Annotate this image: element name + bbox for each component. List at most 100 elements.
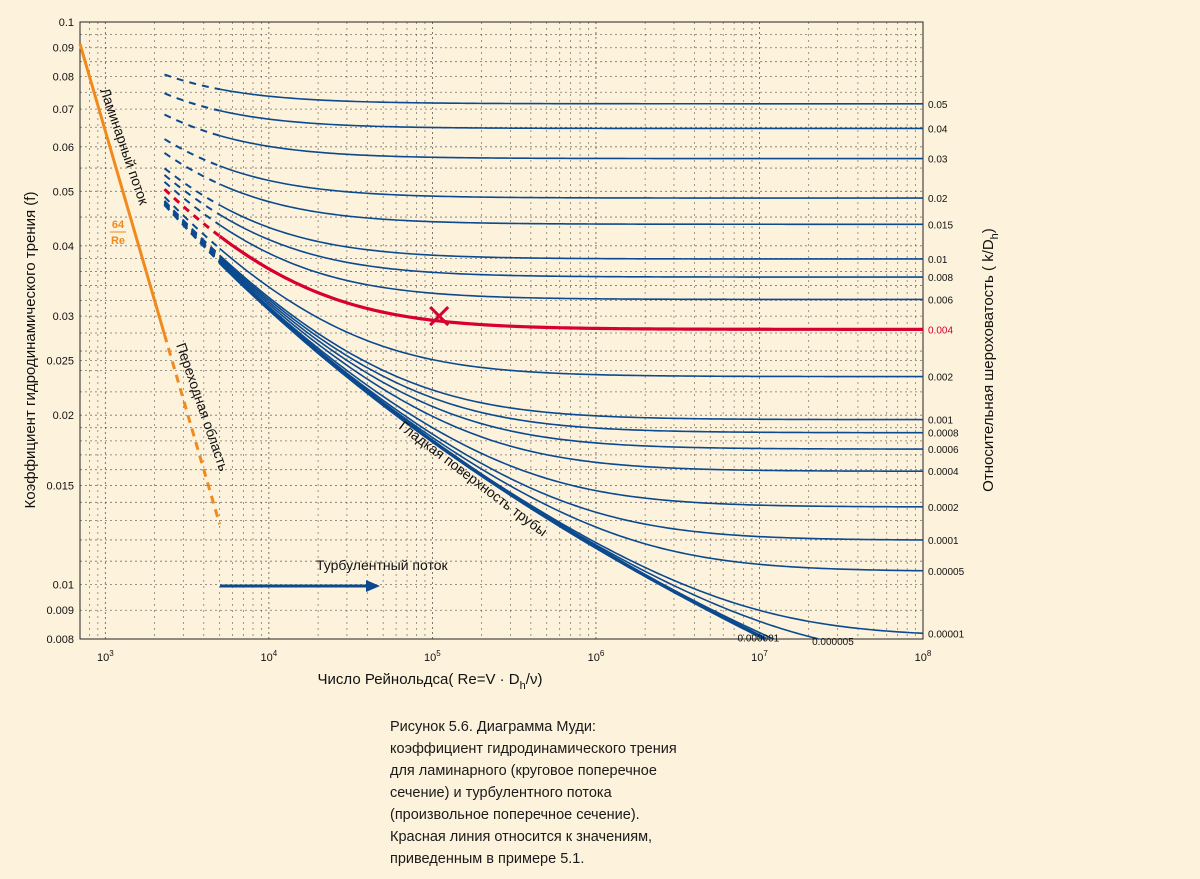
y-tick-label: 0.07 [53,104,74,116]
roughness-label: 0.05 [928,100,948,111]
roughness-label-inner: 0.000005 [812,637,854,648]
series-transition-0.0004 [163,202,221,261]
y-tick-label: 0.09 [53,43,74,55]
x-tick-label: 103 [97,649,114,664]
series-transition-0.008 [163,174,221,216]
series-line-0.05 [219,88,923,105]
roughness-label: 0.004 [928,325,953,336]
moody-chart: 103 104 105 106 107 108 0.10.090.080.070.060.… [22,17,1001,692]
roughness-label: 0.00005 [928,567,965,578]
series-line-0.004 [218,234,923,331]
series-transition-0.001 [163,200,221,256]
smooth-annotation: Гладкая поверхность трубы [396,418,550,540]
roughness-label: 0.02 [928,194,948,205]
roughness-label: 0.001 [928,416,953,427]
series-transition-0.01 [163,167,221,206]
series-transition-0.006 [163,181,221,226]
roughness-label: 0.0001 [928,536,959,547]
series-line-0.01 [219,204,923,260]
series-transition-0.04 [164,92,220,112]
caption-line: Красная линия относится к значениям, [390,829,653,845]
roughness-label: 0.015 [928,220,953,231]
y-tick-label: 0.009 [46,605,74,617]
caption-line: сечение) и турбулентного потока [390,785,612,801]
x-tick-label: 104 [261,649,278,664]
x-tick-label: 107 [751,649,768,664]
roughness-label: 0.03 [928,155,948,166]
caption-line: Рисунок 5.6. Диаграмма Муди: [390,719,596,735]
y-tick-label: 0.06 [53,142,74,154]
x-axis-title: Число Рейнольдса( Re=V · Dh/ν) [318,671,543,692]
roughness-label: 0.0008 [928,429,959,440]
turbulent-annotation: Турбулентный поток [316,557,449,573]
laminar-line [78,43,166,335]
series-line-0.0006 [219,257,923,450]
roughness-label: 0.0004 [928,467,959,478]
series-transition-0.0008 [163,200,221,258]
y-axis-title: Коэффициент гидродинамического трения (f… [22,192,39,509]
roughness-label: 0.006 [928,295,953,306]
series-line-0.02 [219,165,923,199]
roughness-label: 0.0002 [928,503,959,514]
series-line-0.00001 [219,261,924,635]
series-line-0.00005 [219,261,924,572]
series-transition-0.000005 [163,204,221,263]
roughness-label: 0.01 [928,255,948,266]
laminar-formula-denominator: Re [111,235,125,247]
grid-lines [80,22,923,639]
series-transition-0.05 [164,73,220,91]
series-transition-0.03 [164,113,220,137]
series-line-0.002 [219,247,924,378]
series-line-0.008 [219,213,923,278]
roughness-label: 0.04 [928,124,948,135]
series-transition-0.02 [163,138,220,167]
y-tick-label: 0.01 [53,579,74,591]
y-tick-label: 0.02 [53,410,74,422]
laminar-formula: 64 Re [110,219,126,247]
roughness-label: 0.008 [928,273,953,284]
laminar-transition-line [163,334,222,525]
roughness-label: 0.00001 [928,629,965,640]
caption-line: приведенным в примере 5.1. [390,851,585,867]
roughness-label: 0.0006 [928,445,959,456]
series-line-0.03 [219,134,923,160]
roughness-labels: 0.05 0.04 0.03 0.02 0.015 0.01 0.008 0.006 0.004… [738,100,965,648]
series-line-0.015 [219,183,923,226]
series-transition-0.0006 [163,201,221,259]
series-transition-0.002 [163,196,221,250]
series-line-0.0004 [219,258,924,473]
series-line-0.0002 [219,260,924,508]
series-group [78,43,924,641]
series-line-0.0008 [219,256,923,434]
series-line-0.001 [219,254,924,421]
x-tick-label: 108 [915,649,932,664]
x-tick-label: 105 [424,649,441,664]
y-tick-label: 0.08 [53,72,74,84]
smooth-pipe-line [218,261,767,641]
series-line-0.006 [219,224,923,301]
y-tick-label: 0.025 [46,356,74,368]
x-tick-labels: 103 104 105 106 107 108 [97,649,932,664]
y-tick-label: 0.008 [46,634,74,646]
y-tick-label: 0.015 [46,480,74,492]
example-point-marker [429,306,450,327]
series-line-0.000001 [219,261,774,640]
y2-axis-title: Относительная шероховатость ( k/Dh) [980,228,1001,492]
figure-caption: Рисунок 5.6. Диаграмма Муди: коэффициент… [390,716,810,870]
series-line-0.000005 [219,261,819,640]
y-tick-label: 0.03 [53,311,74,323]
roughness-label: 0.002 [928,373,953,384]
caption-line: (произвольное поперечное сечение). [390,807,640,823]
transition-annotation: Переходная область [173,341,232,473]
y-tick-labels: 0.1 0.09 0.08 0.07 0.06 0.05 0.04 0.03 0.025 0.02… [46,17,74,646]
series-line-0.0001 [219,260,924,541]
y-tick-label: 0.05 [53,186,74,198]
series-line-0.04 [219,109,923,130]
roughness-label-inner: 0.000001 [738,633,780,644]
turbulent-arrow [220,580,380,592]
series-transition-0.015 [163,152,221,185]
caption-line: для ламинарного (круговое поперечное [390,763,657,779]
y-tick-label: 0.1 [59,17,74,29]
caption-line: коэффициент гидродинамического трения [390,741,677,757]
laminar-formula-numerator: 64 [112,219,125,231]
